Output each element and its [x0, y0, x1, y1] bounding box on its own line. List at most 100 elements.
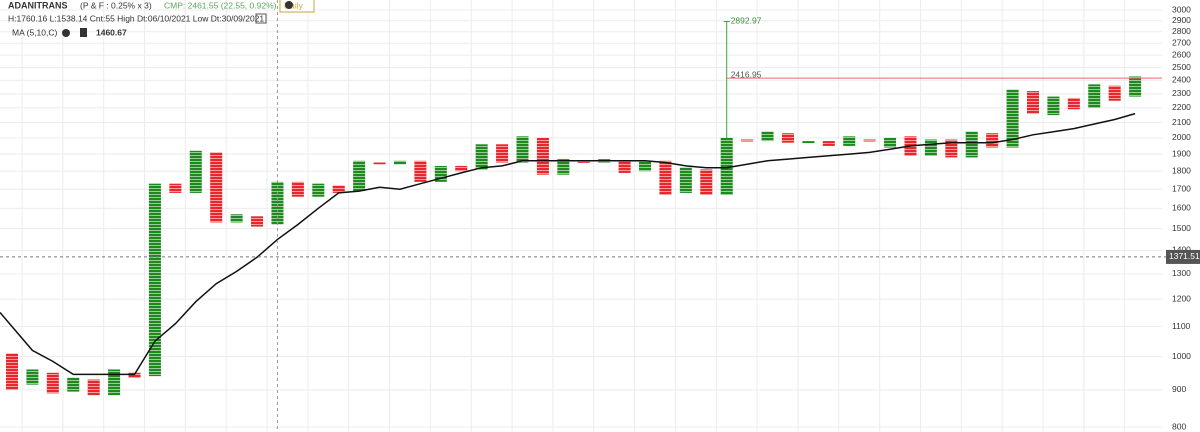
pf-column: [761, 131, 774, 142]
pf-column: [536, 137, 549, 175]
pf-column: [1006, 89, 1019, 148]
pf-column: [148, 183, 161, 377]
y-tick-label: 1400: [1172, 245, 1191, 255]
pf-column: [720, 137, 733, 195]
pf-hatch: [87, 379, 100, 396]
pf-column: [659, 160, 672, 195]
price-tag-label: 1371.51: [1169, 251, 1200, 261]
pf-hatch: [1108, 85, 1121, 101]
pf-column: [6, 353, 18, 390]
pf-hatch: [393, 160, 406, 165]
ma-line: [0, 112, 1136, 376]
pf-hatch: [863, 139, 876, 142]
pf-column: [128, 372, 141, 378]
y-tick-label: 2100: [1172, 117, 1191, 127]
cmp: CMP: 2461.55 (22.55, 0.92%): [164, 0, 277, 10]
price-tag: [1166, 249, 1200, 264]
pf-column: [822, 141, 835, 146]
pf-hatch: [679, 167, 692, 193]
pf-hatch: [802, 141, 815, 144]
pf-column: [843, 136, 856, 146]
y-tick-label: 1800: [1172, 165, 1191, 175]
pf-column: [639, 160, 652, 172]
pf-hatch: [148, 183, 161, 377]
pf-hatch: [271, 181, 284, 225]
pf-hatch: [251, 216, 264, 227]
y-tick-label: 2300: [1172, 88, 1191, 98]
pf-column: [965, 131, 978, 158]
pf-column: [802, 141, 815, 144]
pf-column: [46, 372, 59, 394]
pf-hatch: [1067, 97, 1080, 110]
pf-column: [1067, 97, 1080, 110]
pf-column: [210, 152, 223, 223]
pf-hatch: [496, 144, 509, 163]
pf-column: [516, 136, 529, 163]
pf-hatch: [1047, 96, 1060, 116]
pf-column: [1047, 96, 1060, 116]
pf-column: [353, 160, 366, 192]
pf-column: [414, 160, 427, 182]
pf-column: [1108, 85, 1121, 101]
pf-column: [291, 181, 304, 197]
pf-column: [475, 144, 488, 170]
annotation-label: 2416.95: [731, 69, 762, 79]
ma-label: MA (5,10,C): [12, 27, 58, 37]
pf-hatch: [557, 159, 570, 175]
pf-hatch: [291, 181, 304, 197]
y-tick-label: 1500: [1172, 223, 1191, 233]
pf-hatch: [1129, 76, 1142, 97]
pf-column: [169, 183, 182, 193]
y-tick-label: 1100: [1172, 321, 1191, 331]
hide-icon[interactable]: [255, 13, 267, 24]
ma-settings-icon[interactable]: [62, 29, 70, 37]
y-tick-label: 2700: [1172, 37, 1191, 47]
y-tick-label: 2500: [1172, 62, 1191, 72]
pf-column: [251, 216, 264, 227]
ma-delete-icon[interactable]: [80, 28, 87, 37]
stats: H:1760.16 L:1538.14 Cnt:55 High Dt:06/10…: [8, 13, 264, 23]
pf-column: [26, 369, 39, 385]
pf-hatch: [475, 144, 488, 170]
pf-column: [1027, 91, 1039, 114]
interval[interactable]: Daily: [284, 0, 304, 10]
pf-hatch: [700, 169, 713, 195]
pf-column: [1129, 76, 1142, 97]
pf-column: [496, 144, 509, 163]
y-tick-label: 1900: [1172, 148, 1191, 158]
pf-hatch: [965, 131, 978, 158]
pf-column: [271, 181, 284, 225]
pf-hatch: [6, 353, 18, 390]
settings-icon[interactable]: [285, 1, 293, 9]
pf-hatch: [332, 185, 345, 193]
y-tick-label: 1300: [1172, 268, 1191, 278]
pf-hatch: [1006, 89, 1019, 148]
pf-column: [557, 159, 570, 175]
annotation-label: 2892.97: [731, 16, 762, 26]
pf-hatch: [720, 137, 733, 195]
pf-column: [189, 150, 202, 193]
y-tick-label: 2000: [1172, 132, 1191, 142]
pf-hatch: [46, 372, 59, 394]
pf-column: [741, 139, 754, 142]
pf-hatch: [761, 131, 774, 142]
pf-column: [312, 183, 325, 197]
pf-hatch: [455, 165, 468, 172]
pf-hatch: [128, 372, 141, 378]
pf-column: [393, 160, 406, 165]
pf-hatch: [618, 160, 631, 173]
pf-column: [679, 167, 692, 193]
pf-column: [618, 160, 631, 173]
pf-column: [924, 139, 937, 156]
pf-column: [230, 214, 243, 223]
pf-hatch: [373, 162, 386, 165]
pf-hatch: [26, 369, 39, 385]
symbol: ADANITRANS: [8, 0, 68, 10]
pf-column: [577, 160, 590, 163]
y-tick-label: 1600: [1172, 203, 1191, 213]
y-tick-label: 1000: [1172, 351, 1191, 361]
pf-column: [863, 139, 876, 142]
pf-column: [781, 133, 794, 143]
pf-column: [332, 185, 345, 193]
